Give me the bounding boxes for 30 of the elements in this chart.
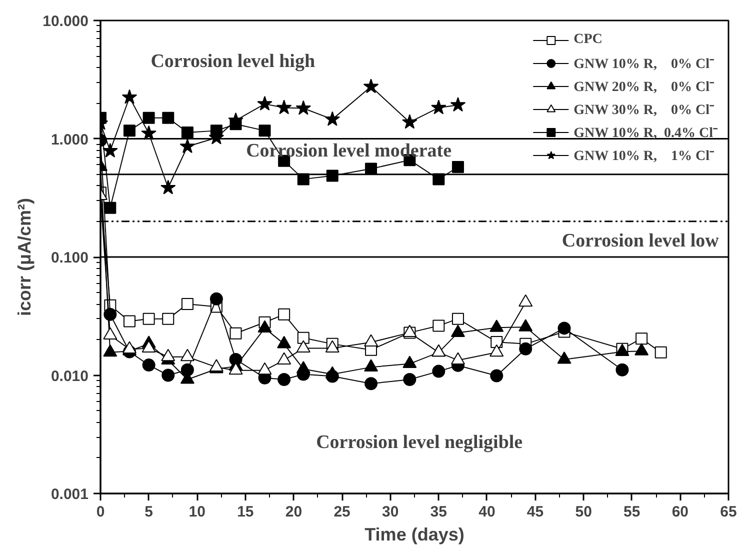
x-tick-label: 10 (188, 504, 206, 520)
annotation: Corrosion level low (562, 230, 720, 252)
x-tick-label: 45 (526, 504, 544, 520)
x-tick-label: 15 (237, 504, 254, 520)
y-tick-label: 0.001 (50, 486, 89, 503)
x-axis-title: Time (days) (364, 524, 464, 544)
y-axis-title: icorr (μA/cm²) (14, 198, 35, 316)
x-tick-label: 0 (96, 504, 105, 520)
legend-label: GNW 10% R, 0% Cl⁻ (574, 56, 714, 73)
x-tick-label: 40 (478, 504, 496, 520)
legend-label: GNW 10% R, 0.4% Cl⁻ (574, 125, 718, 142)
x-tick-label: 35 (430, 504, 447, 520)
legend-label: GNW 10% R, 1% Cl⁻ (574, 148, 714, 165)
x-tick-label: 50 (575, 504, 592, 520)
x-tick-label: 60 (672, 504, 689, 520)
legend-label: CPC (574, 31, 602, 49)
annotation: Corrosion level negligible (316, 432, 523, 453)
y-tick-label: 0.010 (50, 368, 89, 385)
x-tick-label: 25 (334, 504, 350, 520)
x-tick-label: 65 (720, 504, 737, 520)
y-tick-label: 1.000 (50, 131, 89, 148)
x-tick-label: 30 (382, 504, 399, 520)
legend-label: GNW 30% R, 0% Cl⁻ (574, 102, 714, 119)
x-tick-label: 55 (624, 504, 640, 520)
annotation: Corrosion level high (150, 51, 316, 72)
y-tick-label: 10.000 (42, 13, 89, 30)
x-tick-label: 20 (285, 504, 302, 520)
y-tick-label: 0.100 (50, 250, 89, 266)
legend-label: GNW 20% R, 0% Cl⁻ (574, 79, 714, 96)
x-tick-label: 5 (144, 504, 153, 520)
